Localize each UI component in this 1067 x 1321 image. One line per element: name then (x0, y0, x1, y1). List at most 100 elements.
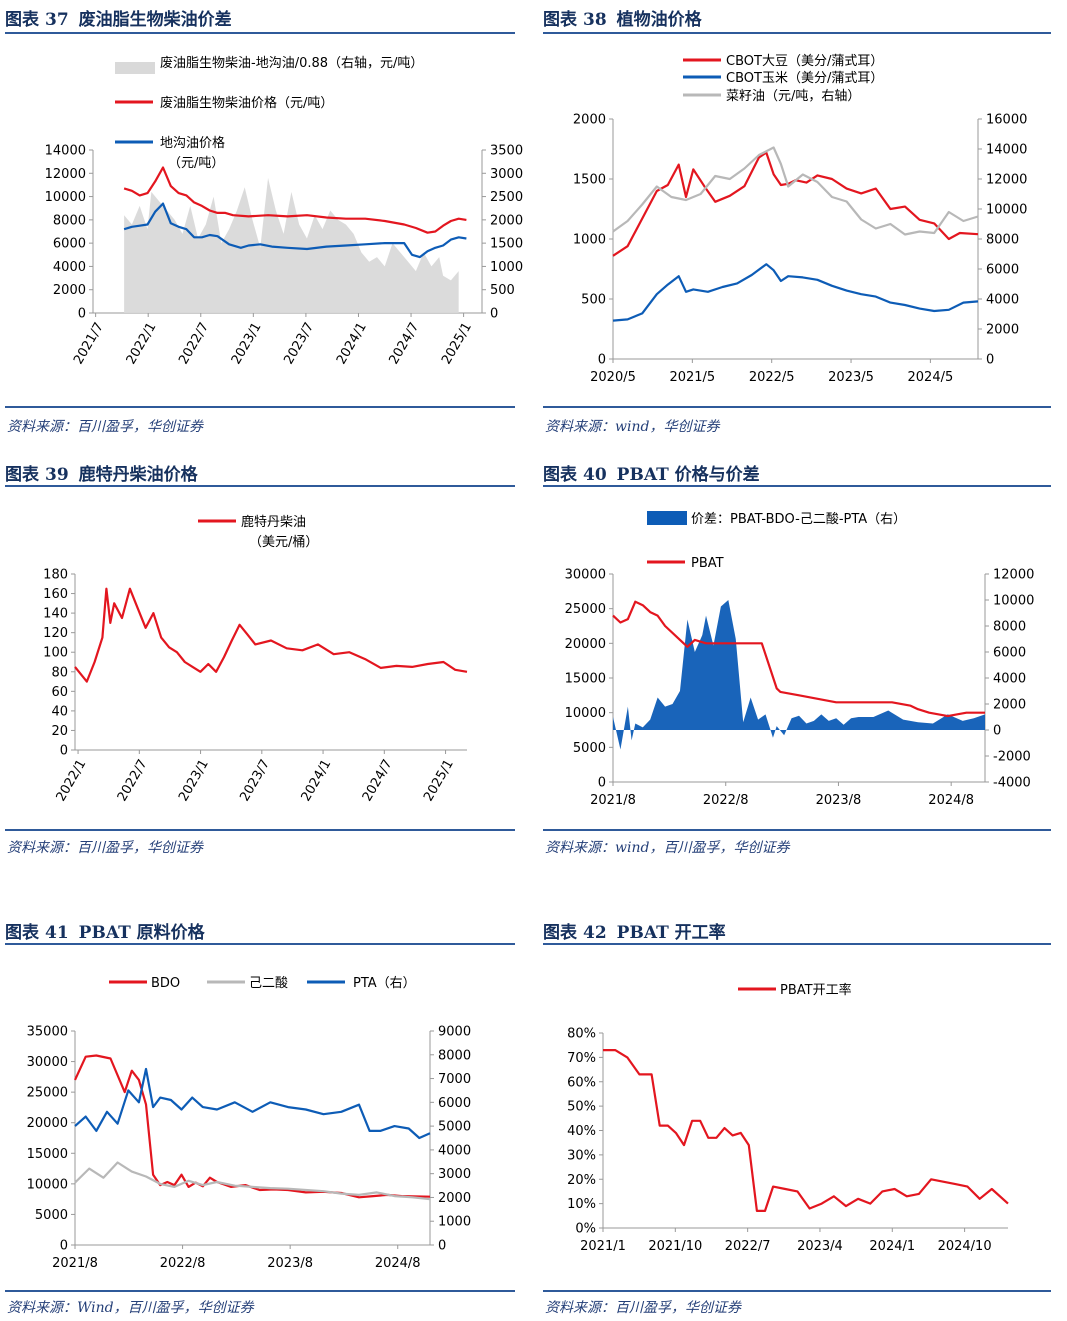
chart-title: 图表 39 鹿特丹柴油价格 (5, 465, 198, 485)
legend-swatch (647, 511, 687, 525)
y-tick-label-right: 4000 (438, 1143, 471, 1158)
y-tick-label-left: 120 (43, 626, 68, 641)
legend-swatch (115, 62, 155, 74)
x-tick-label: 2023/8 (816, 793, 862, 808)
y-tick-label-left: 50% (567, 1100, 596, 1115)
x-tick-label: 2024/8 (928, 793, 974, 808)
y-tick-label-left: 0 (598, 776, 606, 791)
chart-37: 0 2000 4000 6000 8000 10000 12000 14000 0 500 1000… (45, 55, 523, 367)
y-tick-label-right: 5000 (438, 1120, 471, 1135)
x-tick-label: 2022/8 (160, 1256, 206, 1271)
chart-title: 图表 42 PBAT 开工率 (543, 923, 726, 943)
y-tick-label-left: 80 (51, 665, 68, 680)
y-tick-label-right: 8000 (438, 1048, 471, 1063)
source-rule (543, 406, 1051, 408)
x-tick-label: 2022/8 (703, 793, 749, 808)
y-tick-label-left: 25000 (27, 1086, 68, 1101)
y-tick-label-left: 25000 (565, 602, 606, 617)
x-tick-label: 2023/8 (267, 1256, 313, 1271)
y-tick-label-right: 3000 (490, 167, 523, 182)
x-tick-label: 2021/10 (648, 1239, 702, 1254)
y-tick-label-right: 2000 (986, 323, 1019, 338)
y-tick-label-right: 7000 (438, 1072, 471, 1087)
y-tick-label-left: 8000 (53, 213, 86, 228)
line-series (74, 1161, 431, 1201)
line-series (123, 166, 467, 234)
y-tick-label-left: 20000 (27, 1116, 68, 1131)
y-tick-label-right: 0 (986, 353, 994, 368)
legend-label: BDO (151, 976, 180, 991)
y-tick-label-left: 60% (567, 1075, 596, 1090)
y-tick-label-left: 10000 (27, 1177, 68, 1192)
legend-label: （元/吨） (168, 156, 224, 171)
y-tick-label-left: 14000 (45, 144, 86, 159)
y-tick-label-right: -4000 (993, 776, 1031, 791)
x-tick-label: 2024/5 (908, 370, 954, 385)
source-rule (5, 406, 515, 408)
x-tick-label: 2024/1 (869, 1239, 915, 1254)
legend-label: CBOT大豆（美分/蒲式耳） (726, 54, 883, 69)
y-tick-label-left: 40% (567, 1124, 596, 1139)
x-tick-label: 2022/1 (54, 757, 90, 804)
x-tick-label: 2020/5 (590, 370, 636, 385)
x-tick-label: 2025/1 (439, 320, 475, 367)
x-tick-label: 2021/8 (590, 793, 636, 808)
source-rule (543, 829, 1051, 831)
legend-label: 地沟油价格 (160, 135, 225, 151)
y-tick-label-right: 2000 (490, 213, 523, 228)
y-tick-label-left: 35000 (27, 1025, 68, 1040)
area-series (613, 600, 985, 750)
source-note: 资料来源：wind，百川盈孚，华创证券 (545, 840, 790, 856)
y-tick-label-left: 0 (60, 744, 68, 759)
y-tick-label-left: 2000 (573, 113, 606, 128)
y-tick-label-left: 12000 (45, 167, 86, 182)
y-tick-label-left: 180 (43, 568, 68, 583)
chart-title: 图表 41 PBAT 原料价格 (5, 923, 205, 943)
line-series (74, 1054, 431, 1199)
source-note: 资料来源：wind，华创证券 (545, 419, 720, 435)
legend-label: PBAT (691, 556, 724, 571)
legend-label: PTA（右） (353, 976, 416, 991)
line-series (123, 202, 467, 259)
x-tick-label: 2023/1 (229, 320, 265, 367)
legend-label: 鹿特丹柴油 (241, 514, 306, 530)
source-note: 资料来源：百川盈孚，华创证券 (545, 1300, 741, 1316)
y-tick-label-right: 1000 (438, 1215, 471, 1230)
y-tick-label-right: 2000 (993, 698, 1026, 713)
title-rule (5, 32, 515, 34)
y-tick-label-left: 1500 (573, 173, 606, 188)
x-tick-label: 2021/5 (669, 370, 715, 385)
y-tick-label-left: 0 (598, 353, 606, 368)
x-tick-label: 2021/8 (52, 1256, 98, 1271)
y-tick-label-right: 6000 (986, 263, 1019, 278)
chart-38: 0 500 1000 1500 2000 0 2000 4000 6000 8000 10000 12… (573, 54, 1027, 385)
y-tick-label-right: 500 (490, 283, 515, 298)
y-tick-label-right: 2000 (438, 1191, 471, 1206)
y-tick-label-left: 10000 (565, 706, 606, 721)
y-tick-label-right: 0 (490, 307, 498, 322)
x-tick-label: 2023/1 (176, 757, 212, 804)
line-series (612, 263, 979, 322)
line-series (612, 600, 985, 718)
y-tick-label-right: 4000 (986, 293, 1019, 308)
line-series (612, 151, 979, 257)
x-tick-label: 2021/7 (71, 320, 107, 367)
y-tick-label-right: 12000 (986, 173, 1027, 188)
x-tick-label: 2023/7 (237, 757, 273, 804)
y-tick-label-left: 30000 (565, 568, 606, 583)
x-tick-label: 2023/7 (281, 320, 317, 367)
x-tick-label: 2021/1 (580, 1239, 626, 1254)
y-tick-label-left: 10% (567, 1197, 596, 1212)
source-rule (5, 1290, 515, 1292)
panel-chart-41: 图表 41 PBAT 原料价格 0 5000 10000 15000 20000 25000 3… (5, 917, 515, 1321)
y-tick-label-left: 20000 (565, 637, 606, 652)
x-tick-label: 2023/4 (797, 1239, 843, 1254)
y-tick-label-left: 6000 (53, 237, 86, 252)
x-tick-label: 2025/1 (421, 757, 457, 804)
x-tick-label: 2022/7 (725, 1239, 771, 1254)
x-tick-label: 2024/7 (387, 320, 423, 367)
title-rule (543, 943, 1051, 945)
legend-label: 废油脂生物柴油-地沟油/0.88（右轴，元/吨） (160, 55, 423, 71)
chart-42: 0% 10% 20% 30% 40% 50% 60% 70% 80% 2021/1 2021/10 2… (567, 982, 1009, 1254)
y-tick-label-right: 3000 (438, 1167, 471, 1182)
